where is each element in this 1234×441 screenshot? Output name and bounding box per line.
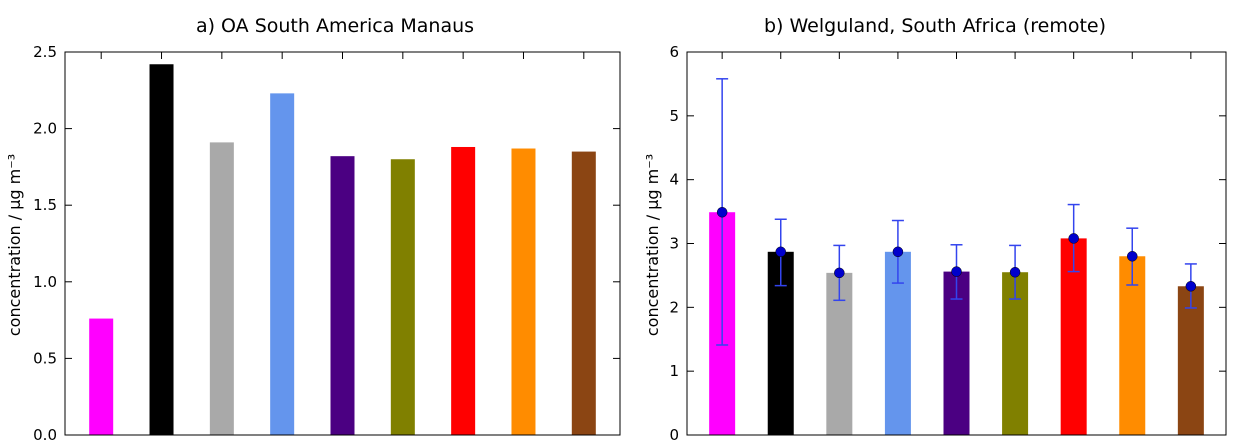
y-tick-label: 5 xyxy=(669,107,679,125)
y-tick-label: 0.5 xyxy=(33,349,57,367)
mean-marker xyxy=(834,267,845,279)
bar xyxy=(390,159,415,436)
bar xyxy=(571,151,596,435)
bar xyxy=(451,146,476,435)
bar xyxy=(209,142,234,435)
panel-b-plot-frame xyxy=(686,51,1227,436)
mean-marker xyxy=(1185,281,1197,292)
panel-b-title: b) Welguland, South Africa (remote) xyxy=(764,15,1106,37)
y-tick-label: 2 xyxy=(669,298,679,316)
y-tick-label: 4 xyxy=(669,171,679,189)
panel-b-y-axis-label: concentration / μg m⁻³ xyxy=(643,154,662,336)
y-tick-label: 3 xyxy=(669,235,679,253)
y-tick-label: 1 xyxy=(669,362,679,380)
panel-a-y-axis-label: concentration / μg m⁻³ xyxy=(5,154,24,336)
y-tick-label: 2.0 xyxy=(33,120,57,138)
y-tick-label: 6 xyxy=(669,43,679,61)
y-tick-label: 1.5 xyxy=(33,196,57,214)
bar xyxy=(149,64,174,436)
bar xyxy=(1119,256,1146,435)
y-tick-label: 0 xyxy=(669,426,679,441)
panel-a-plot-frame xyxy=(64,51,621,436)
panel-a: a) OA South America Manaus concentration… xyxy=(5,15,621,441)
mean-marker xyxy=(1068,233,1079,244)
panel-b-error-bars xyxy=(716,78,1197,346)
bar xyxy=(511,148,536,436)
y-tick-label: 2.5 xyxy=(33,43,57,61)
y-tick-label: 1.0 xyxy=(33,273,57,291)
panel-b: b) Welguland, South Africa (remote) conc… xyxy=(643,15,1227,441)
mean-marker xyxy=(1127,251,1138,262)
mean-marker xyxy=(1009,266,1021,278)
mean-marker xyxy=(716,206,728,218)
bar xyxy=(89,318,114,435)
mean-marker xyxy=(892,246,904,258)
y-tick-label: 0.0 xyxy=(33,426,57,441)
panel-a-bars xyxy=(89,64,596,436)
mean-marker xyxy=(951,266,962,277)
panel-a-title: a) OA South America Manaus xyxy=(196,15,474,37)
bar xyxy=(270,93,295,435)
bar xyxy=(330,156,355,435)
bar xyxy=(1177,286,1204,435)
mean-marker xyxy=(775,246,786,258)
